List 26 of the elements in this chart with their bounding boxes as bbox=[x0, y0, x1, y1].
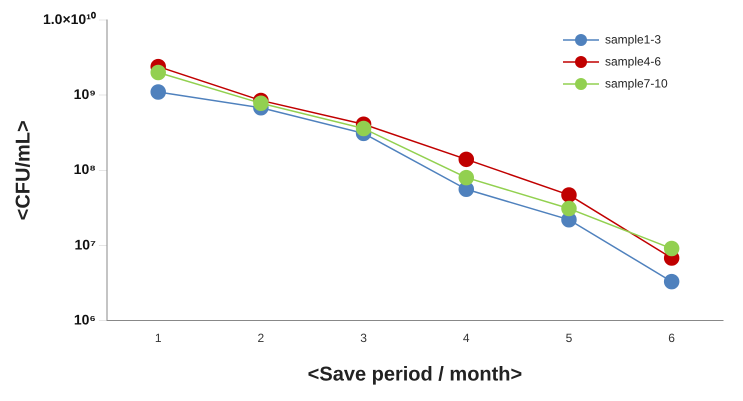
x-tick-label: 1 bbox=[154, 331, 162, 346]
legend-label: sample7-10 bbox=[605, 76, 668, 90]
point bbox=[664, 274, 680, 290]
x-tick-label: 3 bbox=[360, 331, 368, 346]
point bbox=[458, 170, 474, 186]
y-tick-label: 10⁹ bbox=[74, 86, 96, 102]
point bbox=[253, 96, 269, 112]
y-tick-label: 10⁷ bbox=[74, 236, 96, 252]
y-axis-title: <CFU/mL> bbox=[12, 120, 35, 220]
x-tick-label: 5 bbox=[566, 331, 573, 346]
point bbox=[664, 240, 680, 256]
point bbox=[561, 187, 577, 203]
x-tick-label: 4 bbox=[462, 331, 470, 346]
x-axis-title: <Save period / month> bbox=[308, 364, 522, 386]
point bbox=[356, 120, 372, 136]
y-tick-label: 10⁸ bbox=[74, 161, 96, 178]
point bbox=[150, 84, 166, 100]
point bbox=[561, 200, 577, 216]
y-tick-label: 10⁶ bbox=[74, 311, 96, 328]
x-tick-label: 2 bbox=[258, 331, 265, 346]
legend-label: sample4-6 bbox=[605, 54, 662, 68]
y-tick-label: 1.0×10¹⁰ bbox=[42, 10, 96, 27]
legend-label: sample1-3 bbox=[605, 32, 662, 46]
point bbox=[150, 64, 166, 80]
point bbox=[458, 152, 474, 168]
x-tick-label: 6 bbox=[668, 331, 676, 346]
